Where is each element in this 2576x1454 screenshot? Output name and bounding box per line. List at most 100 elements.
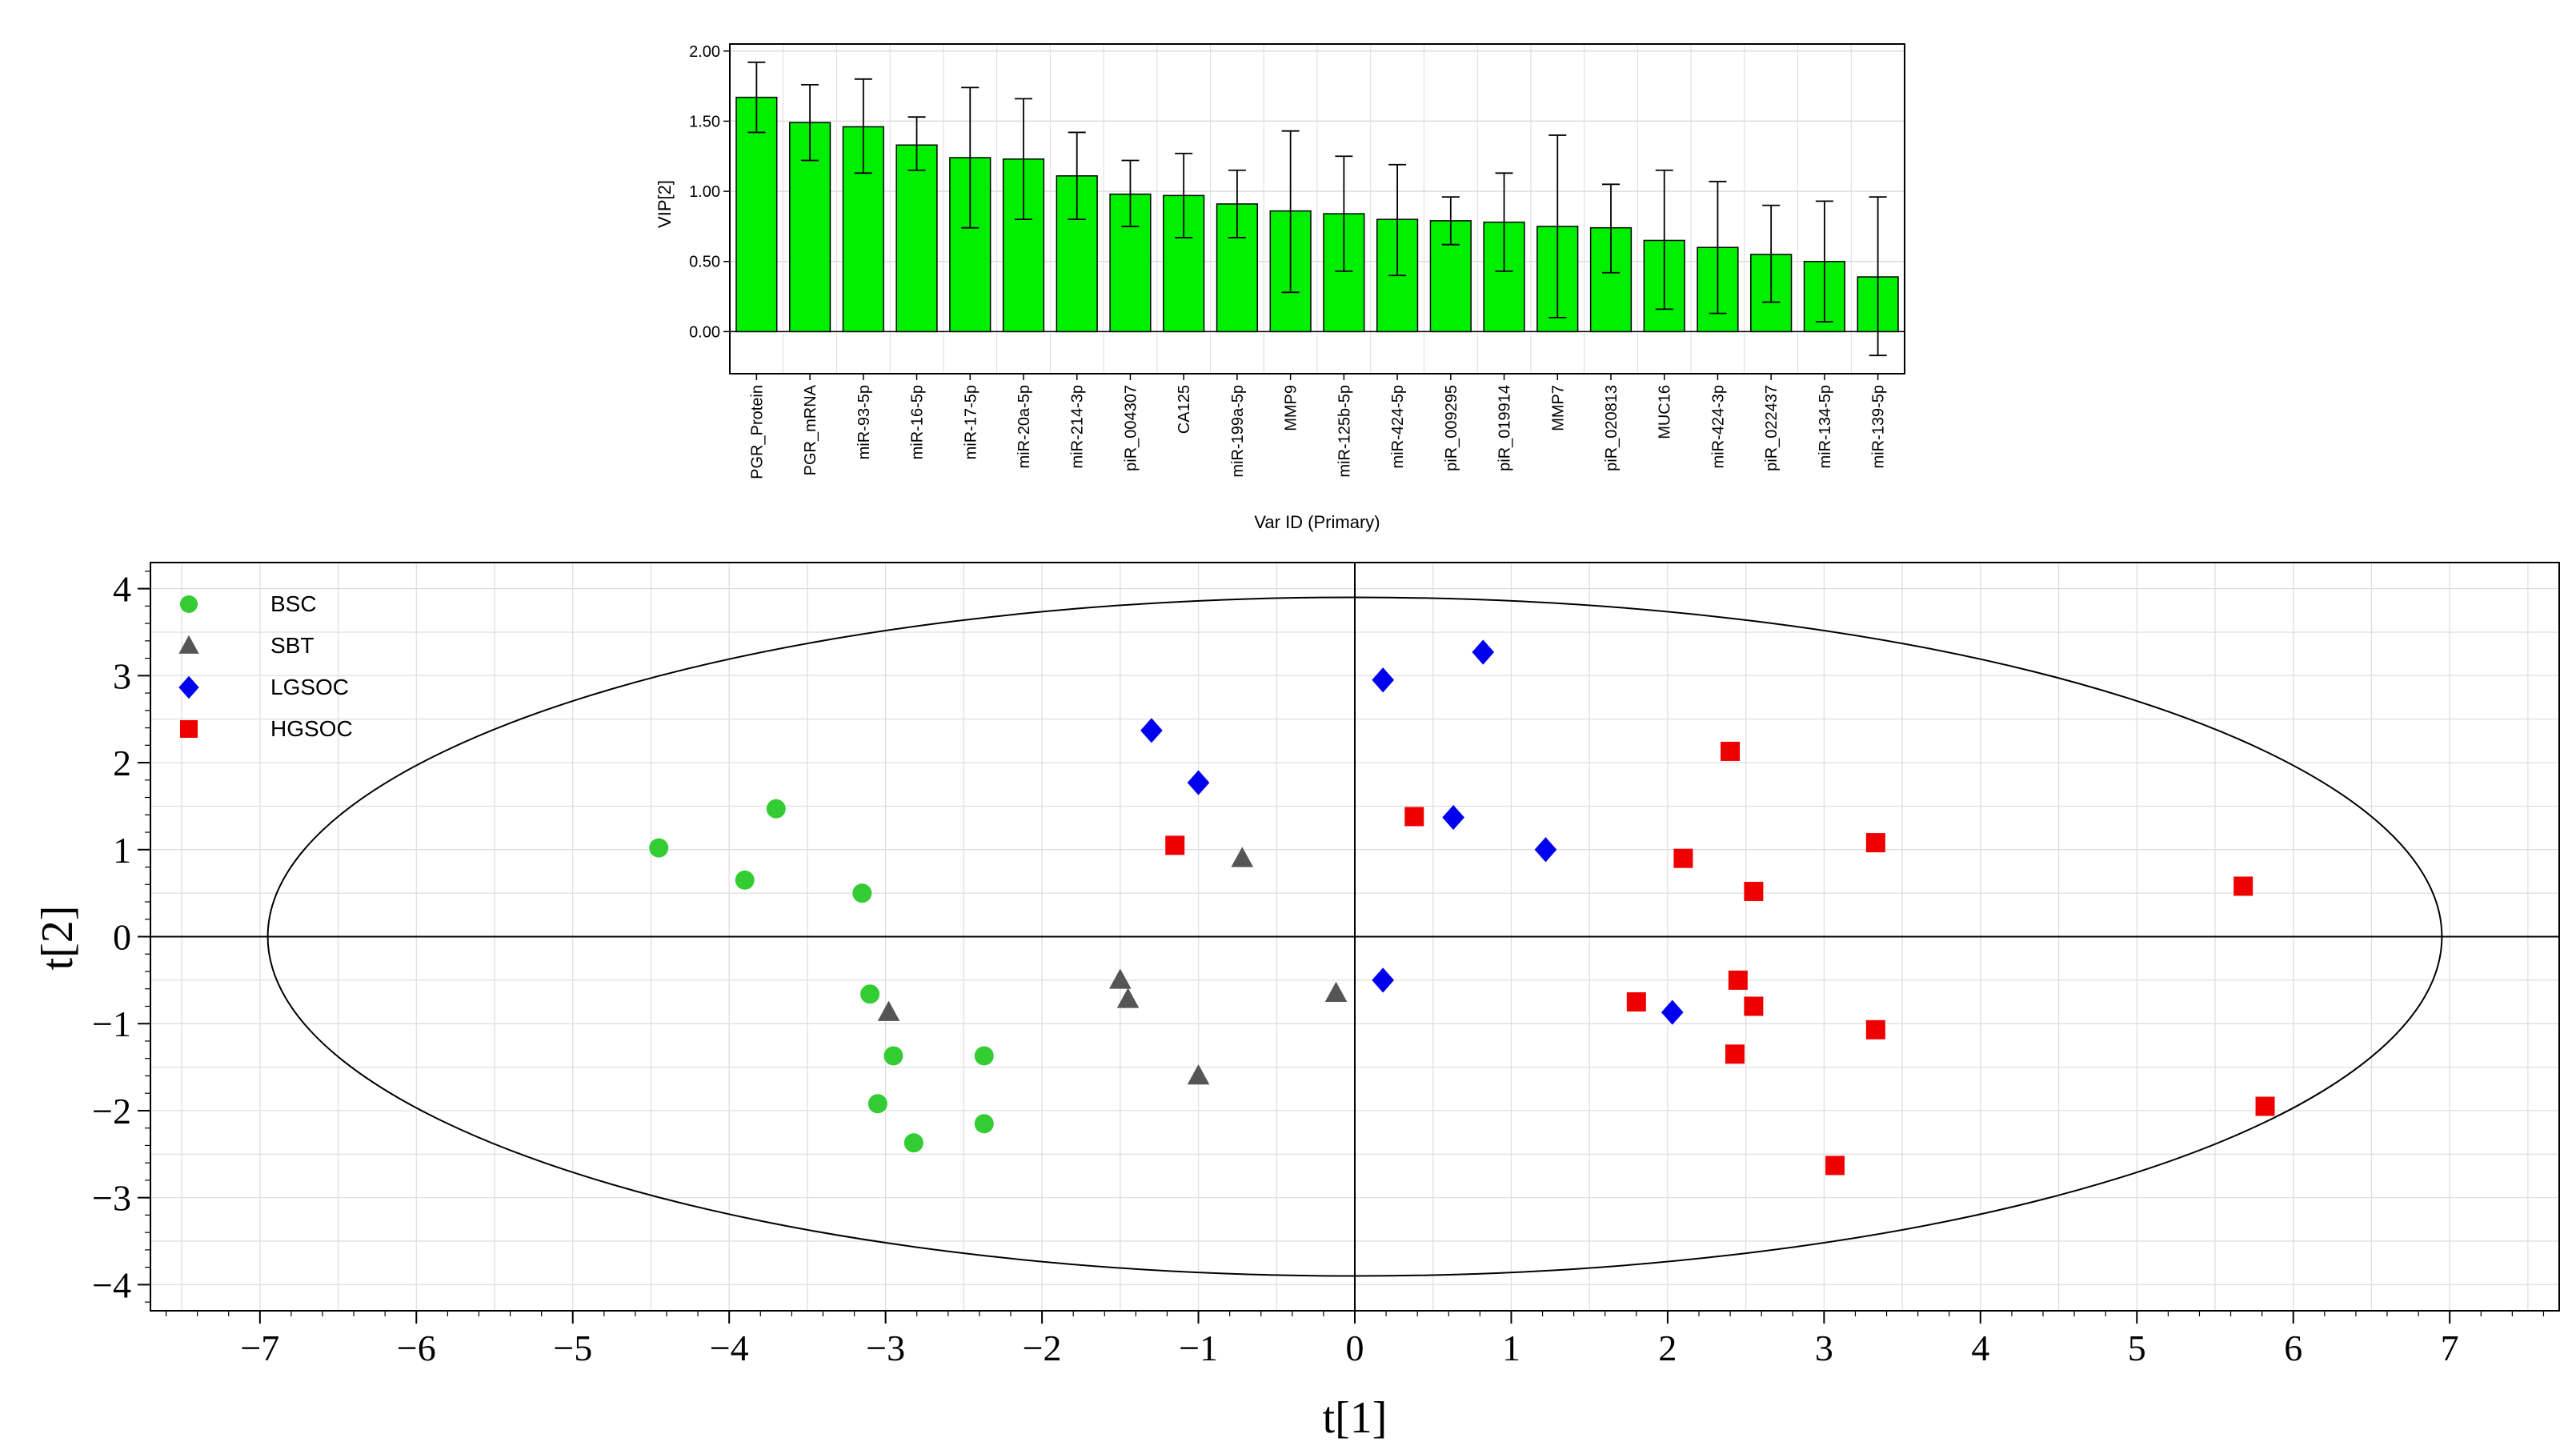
point-hgsoc [1165, 835, 1185, 855]
vip-x-tick-label: MMP9 [1283, 385, 1300, 431]
score-y-tick-label: 3 [113, 655, 131, 696]
vip-x-tick-label: PGR_Protein [748, 385, 766, 479]
point-hgsoc [1626, 992, 1646, 1012]
vip-x-tick-label: miR-134-5p [1817, 385, 1834, 468]
point-hgsoc [2255, 1096, 2275, 1116]
vip-x-tick-labels: PGR_Protein PGR_mRNA miR-93-5p miR-16-5p miR… [748, 374, 1888, 479]
point-bsc [974, 1114, 994, 1134]
point-hgsoc [1725, 1044, 1745, 1064]
score-scatter-plot: −7 −6 −5 −4 −3 −2 −1 0 1 2 3 4 5 6 7 −4 −3 −2 −1 0 1 2 3 4 BSC… [33, 562, 2560, 1443]
legend-marker-hgsoc [180, 720, 198, 738]
point-bsc [766, 799, 786, 819]
vip-y-tick-label: 1.00 [689, 183, 720, 201]
score-y-tick-label: −3 [92, 1178, 131, 1219]
score-legend: BSC SBT LGSOC HGSOC [178, 591, 353, 741]
vip-x-tick-label: miR-125b-5p [1336, 385, 1353, 478]
bar-mir-16-5p [895, 144, 938, 333]
point-bsc [883, 1046, 903, 1066]
point-bsc [735, 870, 755, 890]
point-hgsoc [1865, 833, 1885, 853]
point-bsc [867, 1094, 887, 1114]
point-lgsoc [1372, 967, 1394, 993]
vip-x-tick-label: miR-20a-5p [1016, 385, 1033, 468]
vip-y-tick-label: 2.00 [689, 43, 720, 61]
vip-x-tick-label: piR_020813 [1603, 385, 1621, 471]
score-y-tick-label: −4 [92, 1264, 131, 1305]
vip-x-tick-label: piR_004307 [1122, 385, 1140, 471]
score-x-tick-label: 7 [2441, 1328, 2459, 1368]
score-y-ticks: −4 −3 −2 −1 0 1 2 3 4 [92, 569, 150, 1305]
point-bsc [649, 838, 669, 858]
score-x-tick-label: 3 [1815, 1328, 1833, 1368]
vip-x-tick-label: piR_019914 [1496, 385, 1514, 471]
legend-label-lgsoc: LGSOC [270, 675, 349, 699]
score-x-ticks: −7 −6 −5 −4 −3 −2 −1 0 1 2 3 4 5 6 7 [165, 1311, 2545, 1368]
vip-y-tick-label: 1.50 [689, 113, 720, 130]
score-x-tick-label: −5 [553, 1328, 592, 1368]
score-x-tick-label: −4 [710, 1328, 749, 1368]
legend-label-hgsoc: HGSOC [270, 716, 353, 741]
point-lgsoc [1442, 804, 1464, 831]
point-hgsoc [1673, 848, 1693, 868]
point-hgsoc [1721, 741, 1741, 761]
point-hgsoc [1825, 1156, 1845, 1176]
score-x-tick-label: 6 [2284, 1328, 2302, 1368]
score-x-tick-label: −6 [397, 1328, 436, 1368]
point-bsc [903, 1133, 923, 1153]
vip-x-tick-label: miR-17-5p [962, 385, 980, 459]
point-bsc [852, 883, 872, 903]
point-sbt [1324, 981, 1348, 1002]
point-sbt [1116, 987, 1140, 1008]
vip-x-tick-label: PGR_mRNA [802, 384, 819, 475]
vip-plot-frame [729, 43, 1905, 375]
legend-marker-lgsoc [178, 675, 199, 699]
score-x-tick-label: 5 [2128, 1328, 2146, 1368]
vip-x-tick-label: miR-139-5p [1870, 385, 1888, 468]
vip-y-ticks: 0.00 0.50 1.00 1.50 2.00 [689, 43, 730, 341]
score-x-tick-label: 0 [1346, 1328, 1364, 1368]
vip-x-tick-label: MUC16 [1657, 385, 1674, 439]
vip-x-tick-label: piR_022437 [1763, 385, 1781, 471]
score-x-tick-label: −2 [1023, 1328, 1062, 1368]
point-lgsoc [1372, 667, 1394, 693]
vip-x-axis-label: Var ID (Primary) [1254, 512, 1380, 532]
legend-label-bsc: BSC [270, 591, 317, 616]
hotelling-t2-ellipse [266, 596, 2443, 1277]
score-y-axis-label: t[2] [33, 906, 82, 971]
point-hgsoc [1404, 807, 1424, 827]
legend-marker-bsc [180, 595, 198, 613]
score-x-tick-label: 2 [1658, 1328, 1677, 1368]
score-y-tick-label: 0 [113, 917, 131, 958]
vip-bar-chart: 0.00 0.50 1.00 1.50 2.00 PGR_Protein PGR_mRNA… [655, 43, 1905, 532]
score-zero-lines [150, 563, 2559, 1311]
point-hgsoc [1728, 970, 1748, 990]
score-x-tick-label: −3 [866, 1328, 905, 1368]
vip-error-bars [747, 61, 1887, 357]
legend-label-sbt: SBT [270, 633, 314, 658]
vip-y-tick-label: 0.00 [689, 323, 720, 341]
point-hgsoc [2233, 876, 2253, 896]
vip-x-tick-label: miR-424-5p [1389, 385, 1407, 468]
point-bsc [974, 1046, 994, 1066]
point-sbt [1231, 847, 1254, 867]
score-x-tick-label: 4 [1971, 1328, 1989, 1368]
vip-y-tick-label: 0.50 [689, 254, 720, 271]
score-x-tick-label: 1 [1502, 1328, 1520, 1368]
vip-x-tick-label: miR-199a-5p [1229, 385, 1247, 478]
point-lgsoc [1661, 999, 1684, 1025]
point-hgsoc [1744, 996, 1764, 1016]
point-lgsoc [1187, 770, 1210, 795]
score-y-tick-label: 2 [113, 743, 131, 783]
point-sbt [1109, 968, 1132, 989]
point-hgsoc [1865, 1019, 1885, 1039]
point-lgsoc [1534, 837, 1557, 863]
vip-x-tick-label: MMP7 [1549, 385, 1567, 431]
point-sbt [877, 1000, 900, 1021]
vip-x-tick-label: CA125 [1176, 385, 1193, 434]
score-x-tick-label: −7 [240, 1328, 279, 1368]
point-lgsoc [1472, 639, 1495, 665]
point-lgsoc [1140, 718, 1163, 743]
point-sbt [1187, 1064, 1210, 1085]
vip-x-tick-label: piR_009295 [1443, 385, 1460, 471]
